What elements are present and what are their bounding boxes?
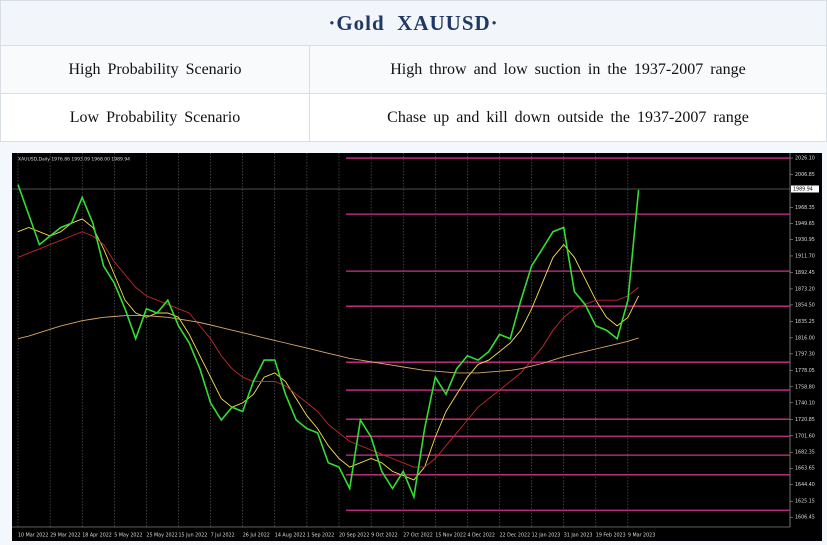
table-row: High Probability Scenario High throw and… xyxy=(0,45,827,94)
last-price-box xyxy=(791,185,819,193)
x-tick-label: 20 Sep 2022 xyxy=(339,533,369,539)
table-cell: Low Probability Scenario xyxy=(0,93,310,142)
y-tick-label: 1606.45 xyxy=(795,515,815,521)
last-price-label: 1989.94 xyxy=(793,186,813,192)
y-tick-label: 1949.65 xyxy=(795,221,815,227)
x-tick-label: 1 Sep 2022 xyxy=(307,533,334,539)
y-tick-label: 1835.25 xyxy=(795,319,815,325)
y-tick-label: 1930.95 xyxy=(795,237,815,243)
y-tick-label: 2026.10 xyxy=(795,156,815,162)
y-tick-label: 2006.85 xyxy=(795,172,815,178)
y-tick-label: 1778.05 xyxy=(795,368,815,374)
x-tick-label: 10 Mar 2022 xyxy=(18,533,48,539)
x-tick-label: 29 Mar 2022 xyxy=(50,533,80,539)
x-tick-label: 5 May 2022 xyxy=(114,533,142,539)
y-tick-label: 1682.35 xyxy=(795,450,815,456)
chart-title: XAUUSD,Daily 1976.86 1993.09 1968.00 198… xyxy=(18,157,130,163)
x-tick-label: 25 May 2022 xyxy=(146,533,177,539)
y-tick-label: 1740.10 xyxy=(795,400,815,406)
x-tick-label: 18 Apr 2022 xyxy=(82,533,112,539)
y-tick-label: 1968.35 xyxy=(795,205,815,211)
x-tick-label: 12 Jan 2023 xyxy=(532,533,561,539)
x-tick-label: 26 Jul 2022 xyxy=(243,533,270,539)
y-tick-label: 1644.40 xyxy=(795,482,815,488)
y-tick-label: 1758.80 xyxy=(795,384,815,390)
y-tick-label: 1797.30 xyxy=(795,351,815,357)
x-tick-label: 31 Jan 2023 xyxy=(564,533,593,539)
page-title: ·Gold XAUUSD· xyxy=(0,0,827,46)
y-tick-label: 1816.00 xyxy=(795,335,815,341)
price-line xyxy=(17,315,639,374)
y-tick-label: 1701.60 xyxy=(795,433,815,439)
chart: XAUUSD,Daily 1976.86 1993.09 1968.00 198… xyxy=(12,153,822,541)
y-tick-label: 1854.50 xyxy=(795,302,815,308)
x-tick-label: 19 Feb 2023 xyxy=(596,533,626,539)
y-tick-label: 1911.70 xyxy=(795,253,815,259)
x-tick-label: 14 Aug 2022 xyxy=(275,533,306,539)
chart-background xyxy=(12,153,822,541)
x-tick-label: 22 Dec 2022 xyxy=(500,533,531,539)
table-cell: High throw and low suction in the 1937-2… xyxy=(309,45,827,94)
y-tick-label: 1625.15 xyxy=(795,499,815,505)
table-row: Low Probability Scenario Chase up and ki… xyxy=(0,93,827,142)
y-tick-label: 1663.65 xyxy=(795,466,815,472)
price-line xyxy=(17,231,639,468)
price-line xyxy=(17,184,640,500)
table-cell: Chase up and kill down outside the 1937-… xyxy=(309,93,827,142)
x-tick-label: 9 Mar 2023 xyxy=(628,533,655,539)
y-tick-label: 1720.85 xyxy=(795,417,815,423)
price-line xyxy=(17,218,640,481)
x-tick-label: 15 Nov 2022 xyxy=(435,533,466,539)
x-tick-label: 7 Jul 2022 xyxy=(211,533,235,539)
x-tick-label: 27 Oct 2022 xyxy=(403,533,433,539)
x-tick-label: 4 Dec 2022 xyxy=(467,533,495,539)
y-tick-label: 1873.20 xyxy=(795,286,815,292)
x-tick-label: 9 Oct 2022 xyxy=(371,533,398,539)
x-tick-label: 15 Jun 2022 xyxy=(179,533,208,539)
table-cell: High Probability Scenario xyxy=(0,45,310,94)
scenario-table: High Probability Scenario High throw and… xyxy=(0,45,827,142)
y-tick-label: 1892.45 xyxy=(795,270,815,276)
